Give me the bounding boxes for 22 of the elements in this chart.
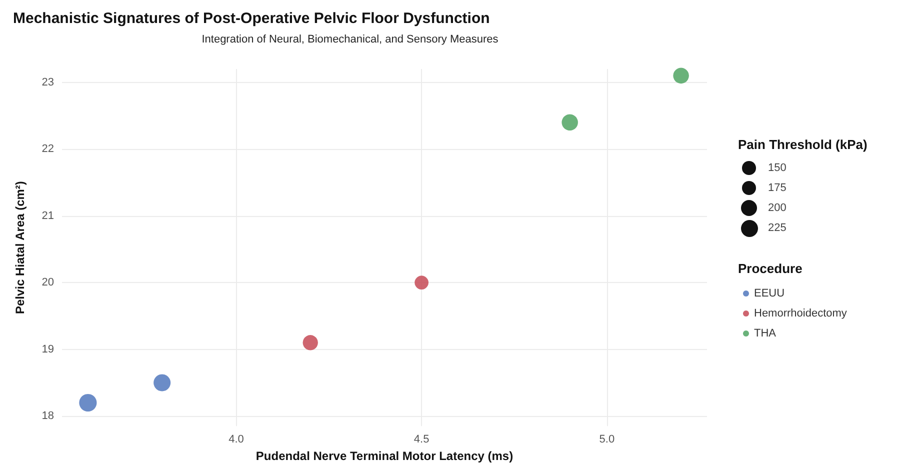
y-tick-label: 21: [42, 210, 54, 222]
legend-title: Procedure: [738, 261, 802, 276]
legend-label: 200: [768, 202, 786, 214]
x-tick-label: 4.0: [228, 434, 244, 446]
legend-label: THA: [754, 328, 777, 340]
y-axis-title: Pelvic Hiatal Area (cm²): [13, 181, 27, 314]
y-tick-label: 22: [42, 143, 54, 156]
legend-label: 225: [768, 222, 786, 234]
chart-subtitle: Integration of Neural, Biomechanical, and Sensory Measures: [202, 34, 499, 46]
x-axis-title: Pudendal Nerve Terminal Motor Latency (ms): [256, 449, 514, 463]
chart-title: Mechanistic Signatures of Post-Operative Pelvic Floor Dysfunction: [13, 10, 490, 27]
legend-label: 150: [768, 162, 786, 174]
text: Pain Threshold (kPa): [738, 137, 868, 152]
y-tick-label: 20: [42, 276, 54, 289]
x-tick-label: 5.0: [599, 434, 615, 446]
y-tick-label: 23: [42, 76, 54, 88]
y-tick-label: 19: [42, 343, 54, 356]
x-tick-label: 4.5: [414, 434, 430, 446]
y-tick-label: 18: [42, 410, 54, 422]
legend-label: Hemorrhoidectomy: [754, 308, 848, 320]
legend-label: 175: [768, 182, 786, 194]
legend-label: EEUU: [754, 288, 785, 300]
